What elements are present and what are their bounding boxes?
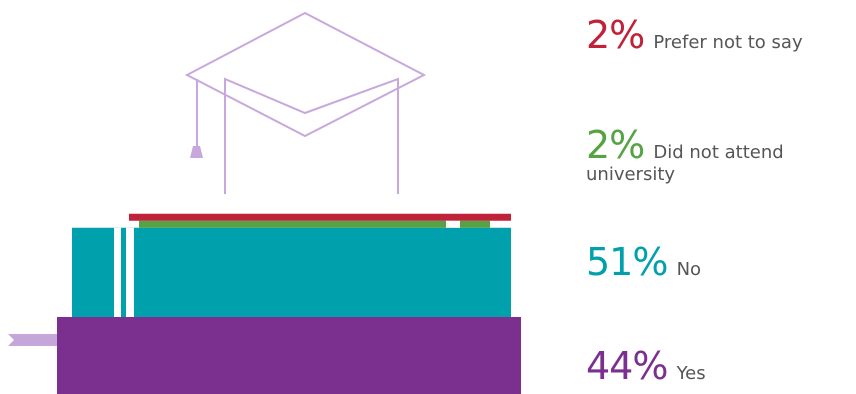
- book-bar-did-not-attend-university: [139, 220, 490, 228]
- bookmark-ribbon: [8, 334, 58, 346]
- cap-tassel: [190, 146, 203, 158]
- value-label: 44%: [586, 344, 668, 388]
- legend-entry-yes: 44% Yes: [586, 344, 846, 388]
- book-page-edge: [114, 227, 121, 317]
- graduation-cap-icon: [184, 11, 427, 194]
- category-label: Did not attend university: [586, 142, 784, 185]
- book-page-edge: [446, 220, 460, 228]
- book-bar-yes: [57, 317, 521, 394]
- legend-entry-no: 51% No: [586, 240, 846, 284]
- category-label: Yes: [676, 363, 706, 384]
- book-stack: [57, 213, 521, 394]
- value-label: 2%: [586, 13, 645, 57]
- category-label: No: [676, 259, 702, 280]
- category-label: Prefer not to say: [653, 32, 803, 53]
- value-label: 51%: [586, 240, 668, 284]
- book-bar-no: [72, 227, 511, 317]
- value-label: 2%: [586, 123, 645, 167]
- legend-entry-did-not-attend: 2% Did not attend university: [586, 123, 846, 185]
- legend-entry-prefer-not-to-say: 2% Prefer not to say: [586, 13, 846, 57]
- book-bar-prefer-not-to-say: [129, 213, 511, 221]
- book-page-edge: [126, 227, 134, 317]
